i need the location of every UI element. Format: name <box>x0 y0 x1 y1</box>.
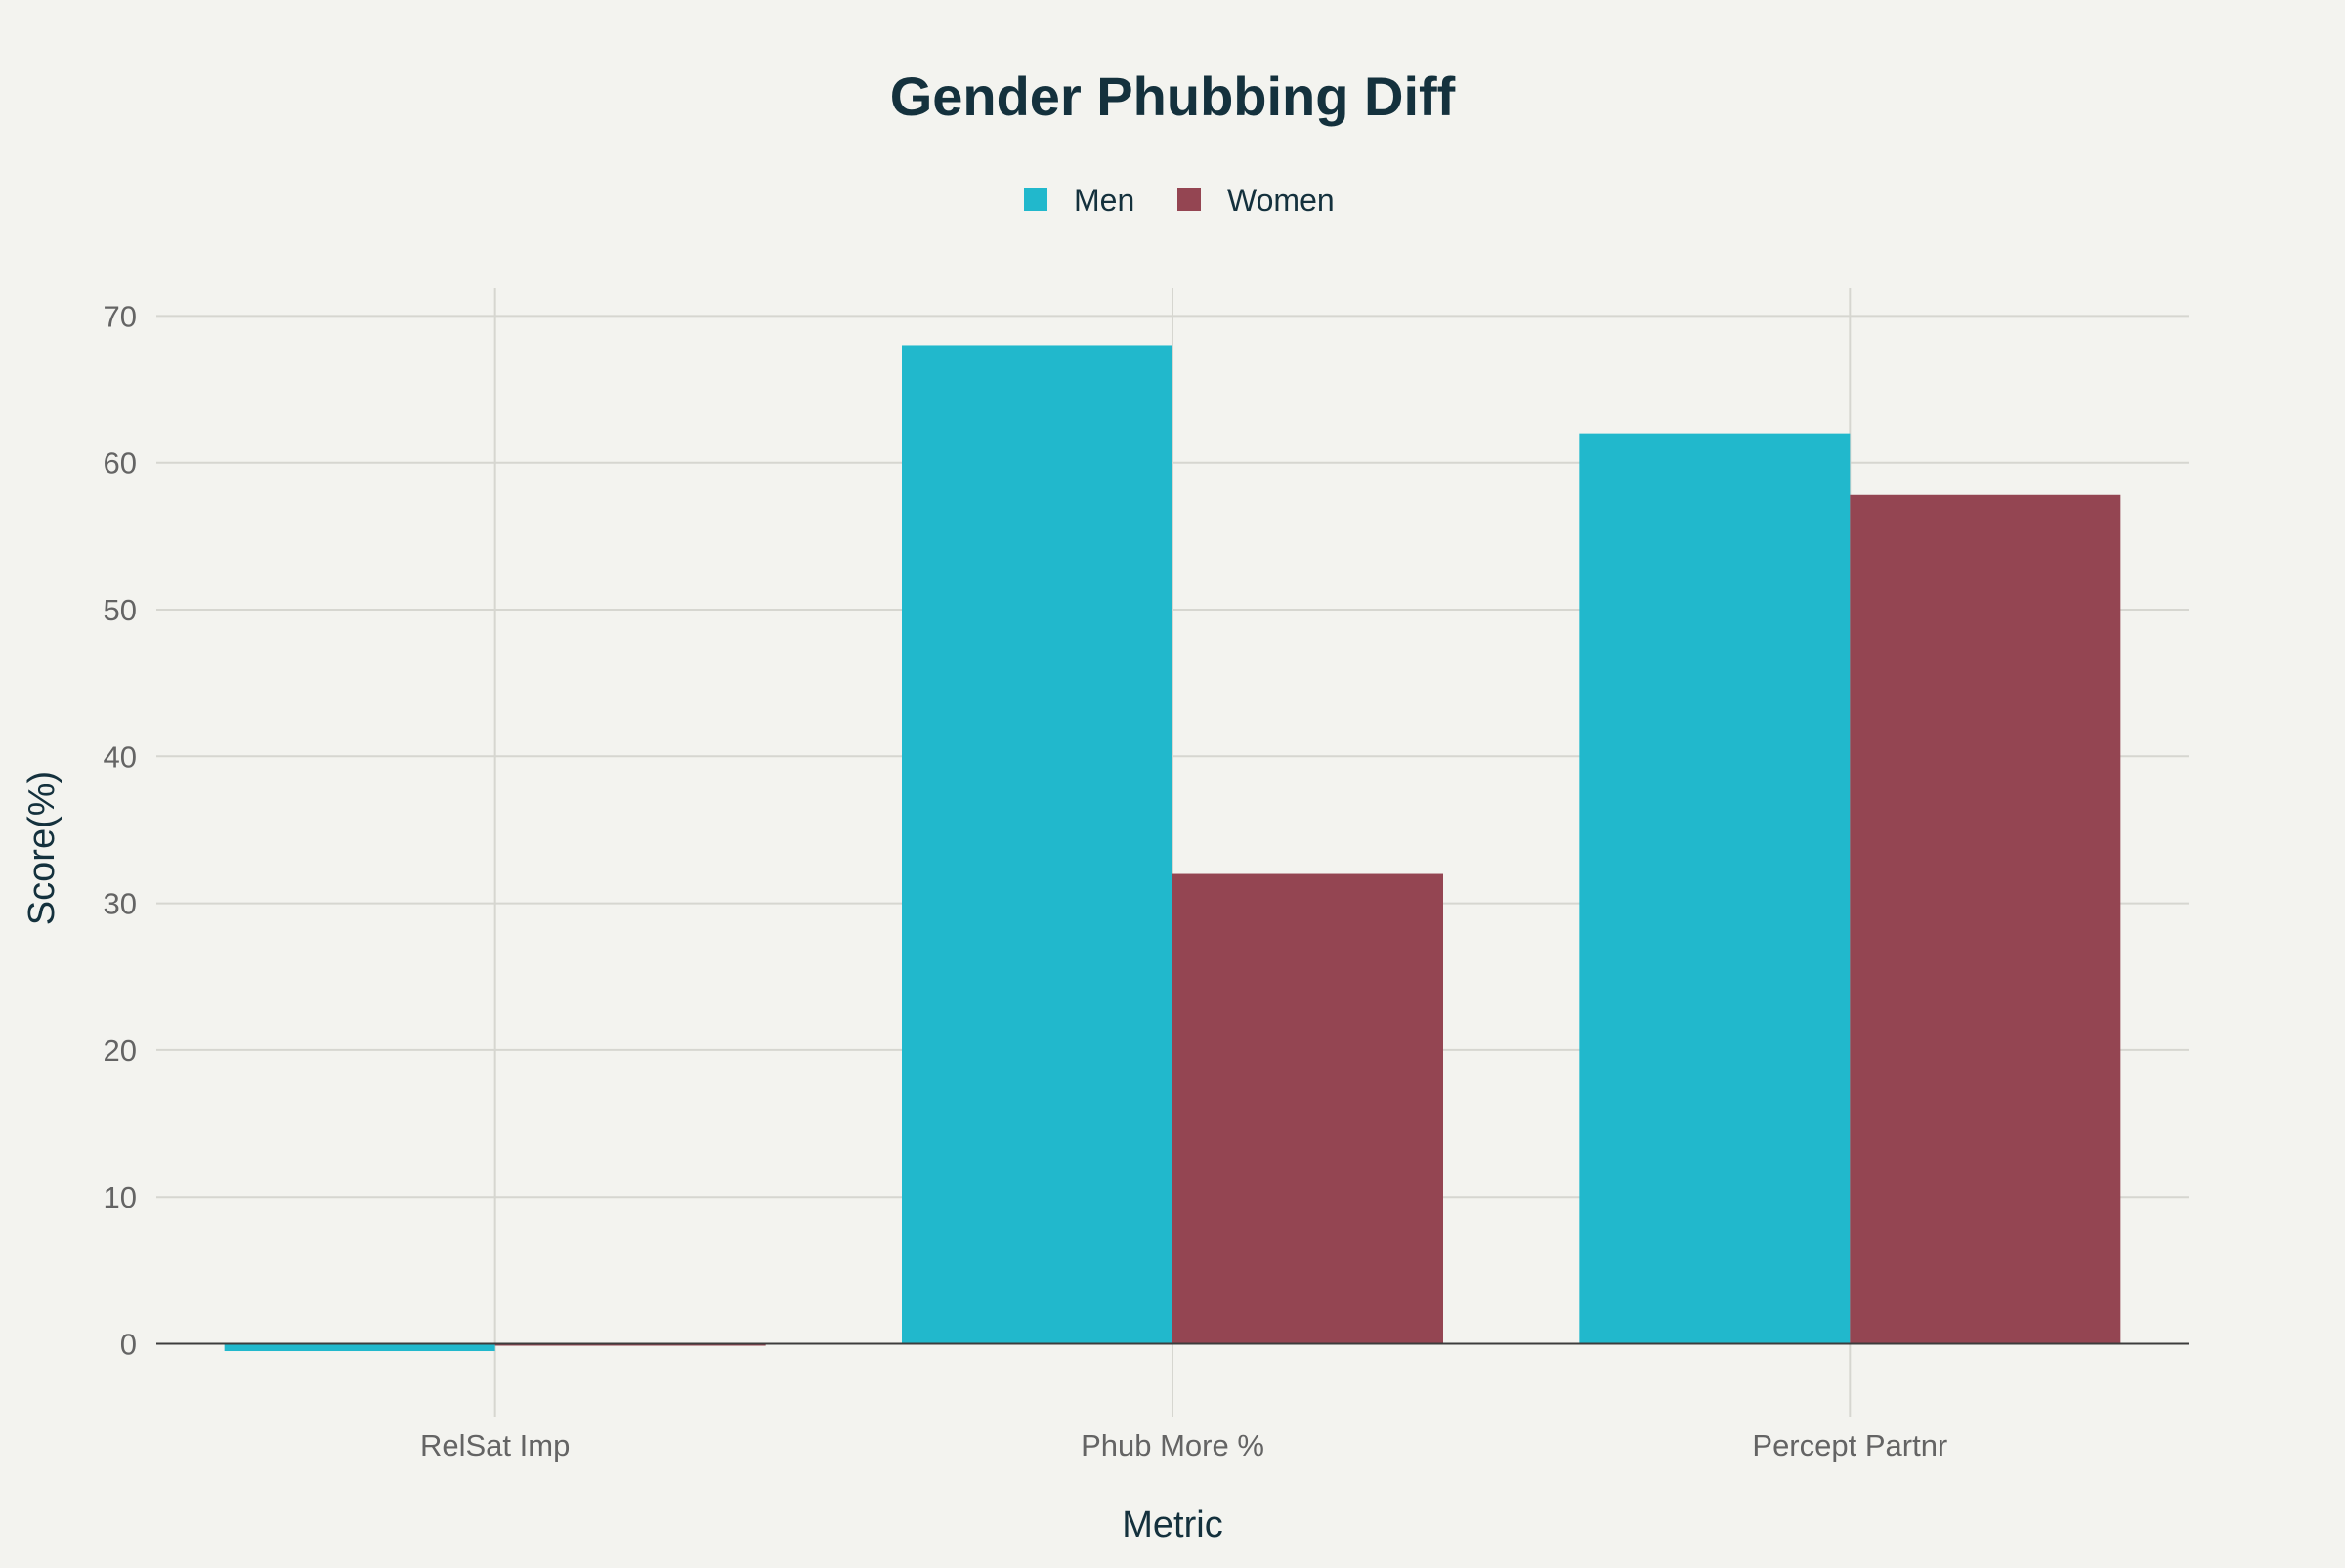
bar-men-percept-partnr <box>1579 433 1851 1344</box>
y-tick-label-20: 20 <box>104 1034 137 1068</box>
legend-swatch-women <box>1177 188 1201 211</box>
y-tick-label-60: 60 <box>104 446 137 481</box>
y-tick-label-30: 30 <box>104 887 137 921</box>
x-tick-label-percept-partnr: Percept Partnr <box>1752 1428 1947 1462</box>
x-tick-label-relsat-imp: RelSat Imp <box>420 1428 570 1462</box>
y-axis-title: Score(%) <box>21 771 63 925</box>
y-tick-label-10: 10 <box>104 1180 137 1214</box>
legend: Men Women <box>1024 183 1335 218</box>
y-tick-label-0: 0 <box>120 1328 137 1362</box>
bar-men-phub-more <box>902 345 1172 1344</box>
bars <box>224 345 2121 1352</box>
y-tick-label-70: 70 <box>104 299 137 333</box>
legend-label-men: Men <box>1074 183 1134 218</box>
legend-swatch-men <box>1024 188 1047 211</box>
legend-label-women: Women <box>1227 183 1335 218</box>
chart-title: Gender Phubbing Diff <box>890 65 1456 127</box>
y-tick-label-50: 50 <box>104 593 137 627</box>
x-axis-title: Metric <box>1122 1504 1222 1546</box>
bar-women-phub-more <box>1172 873 1443 1344</box>
x-tick-label-phub-more: Phub More % <box>1081 1428 1264 1462</box>
axes: 0 10 20 30 40 50 60 70 RelSat Imp Phub More % Perc… <box>104 299 2189 1462</box>
bar-women-percept-partnr <box>1850 494 2121 1344</box>
y-tick-label-40: 40 <box>104 740 137 774</box>
bar-men-relsat-imp <box>224 1343 495 1352</box>
